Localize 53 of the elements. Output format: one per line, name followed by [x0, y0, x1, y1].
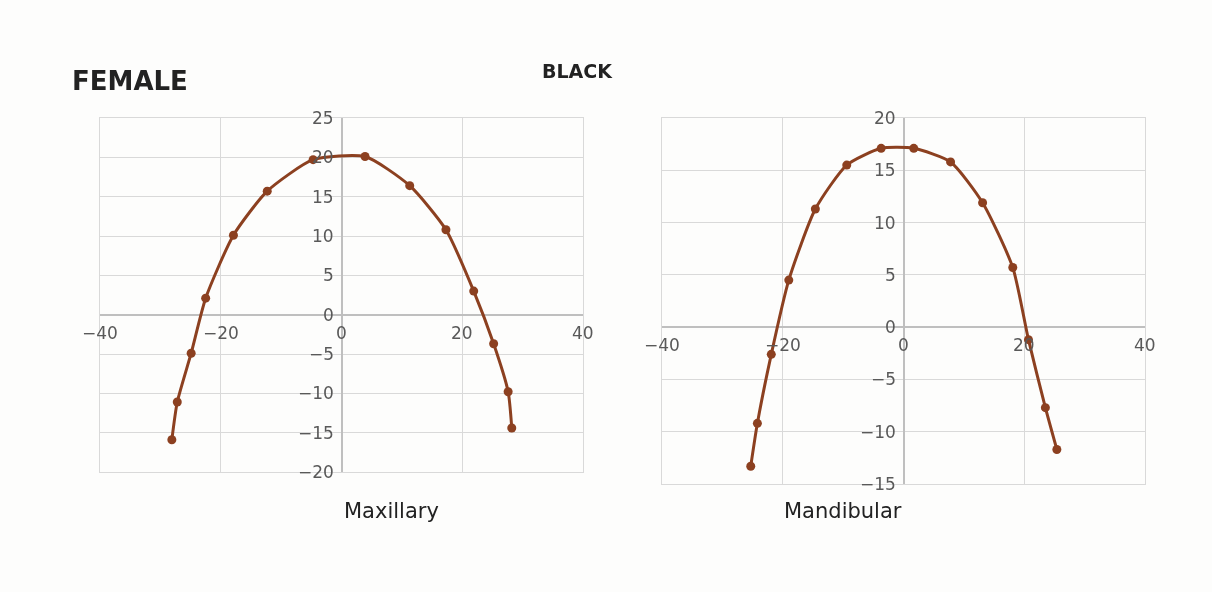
y-tick-label: 10: [874, 213, 896, 233]
chart-title: FEMALE: [72, 66, 188, 96]
point: [752, 418, 762, 428]
x-tick-label: 40: [1134, 335, 1156, 355]
y-tick-label: −10: [860, 422, 896, 442]
point: [1052, 444, 1062, 454]
x-tick-label: 0: [336, 323, 347, 343]
point: [507, 423, 517, 433]
point: [360, 152, 370, 162]
x-tick-label: −20: [203, 323, 239, 343]
y-tick-label: −15: [860, 474, 896, 494]
y-tick-label: 20: [874, 108, 896, 128]
point: [1008, 263, 1018, 273]
point: [186, 348, 196, 358]
point: [810, 204, 820, 214]
point: [746, 461, 756, 471]
chart-subtitle: BLACK: [542, 60, 614, 82]
y-tick-label: −5: [309, 344, 335, 364]
point: [489, 339, 499, 349]
y-tick-label: 5: [323, 265, 334, 285]
y-tick-label: −20: [298, 462, 334, 482]
y-tick-label: 15: [312, 187, 334, 207]
point: [405, 181, 415, 191]
x-tick-label: −40: [82, 323, 118, 343]
y-tick-label: −15: [298, 423, 334, 443]
point: [228, 230, 238, 240]
point: [262, 186, 272, 196]
point: [978, 198, 988, 208]
point: [946, 157, 956, 167]
point: [784, 275, 794, 285]
point: [503, 387, 513, 397]
x-axis-title: Mandibular: [784, 499, 902, 523]
x-tick-label: −40: [644, 335, 680, 355]
x-tick-label: 0: [898, 335, 909, 355]
point: [172, 397, 182, 407]
y-tick-label: 5: [885, 265, 896, 285]
y-tick-label: 25: [312, 108, 334, 128]
point: [441, 225, 451, 235]
x-tick-label: 40: [572, 323, 594, 343]
y-tick-label: −5: [871, 369, 897, 389]
y-tick-label: 10: [312, 226, 334, 246]
point: [469, 286, 479, 296]
point: [201, 293, 211, 303]
point: [876, 143, 886, 153]
point: [842, 160, 852, 170]
y-tick-label: 0: [323, 305, 334, 325]
x-tick-label: 20: [451, 323, 473, 343]
y-tick-label: −10: [298, 383, 334, 403]
y-tick-label: 15: [874, 160, 896, 180]
point: [167, 435, 177, 445]
point: [909, 143, 919, 153]
point: [1040, 403, 1050, 413]
x-axis-title: Maxillary: [344, 499, 439, 523]
